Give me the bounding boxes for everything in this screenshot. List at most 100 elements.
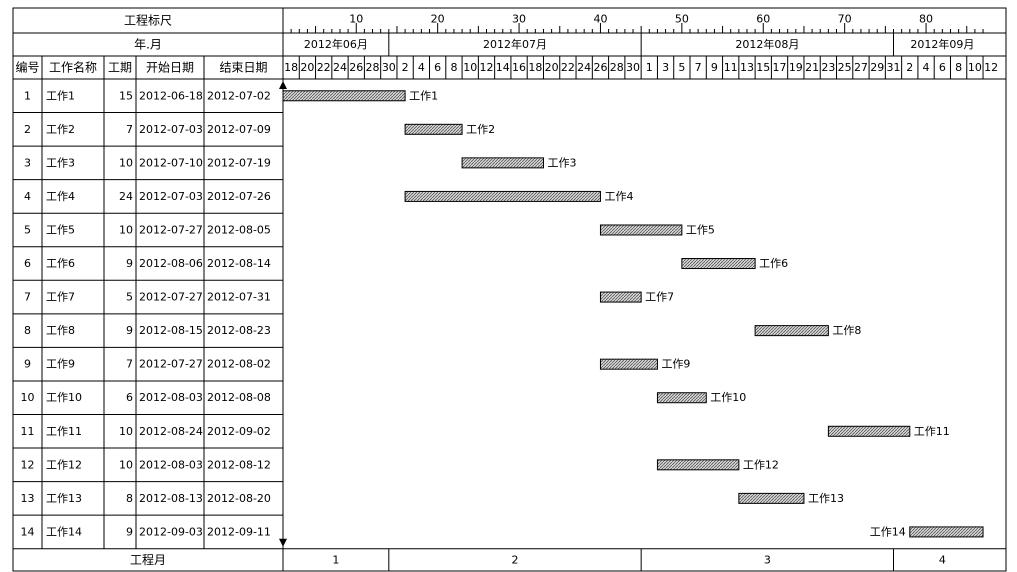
- task-name: 工作11: [46, 425, 82, 438]
- task-start-date: 2012-08-06: [139, 257, 203, 270]
- scale-label: 工程标尺: [124, 13, 172, 28]
- task-id: 12: [21, 458, 35, 471]
- day-label: 18: [528, 61, 542, 74]
- day-label: 28: [610, 61, 624, 74]
- task-id: 11: [21, 425, 35, 438]
- task-name: 工作5: [46, 223, 75, 236]
- day-label: 9: [711, 61, 718, 74]
- day-label: 30: [382, 61, 396, 74]
- task-duration: 6: [126, 391, 133, 404]
- scale-tick-label: 50: [675, 13, 689, 26]
- task-duration: 24: [119, 190, 133, 203]
- task-name: 工作4: [46, 190, 75, 203]
- task-name: 工作12: [46, 458, 82, 471]
- task-id: 6: [24, 257, 31, 270]
- task-id: 5: [24, 223, 31, 236]
- day-label: 12: [480, 61, 494, 74]
- task-start-date: 2012-08-24: [139, 425, 203, 438]
- task-bar-label: 工作10: [710, 391, 746, 404]
- task-name: 工作7: [46, 291, 75, 304]
- day-label: 7: [695, 61, 702, 74]
- chart-frame: [12, 7, 1007, 572]
- day-label: 24: [577, 61, 591, 74]
- day-label: 6: [939, 61, 946, 74]
- scale-tick-label: 40: [593, 13, 607, 26]
- day-label: 29: [870, 61, 884, 74]
- task-bar: [461, 157, 544, 169]
- task-name: 工作3: [46, 156, 75, 169]
- day-label: 20: [300, 61, 314, 74]
- day-label: 26: [593, 61, 607, 74]
- task-end-date: 2012-08-14: [207, 257, 271, 270]
- day-label: 5: [678, 61, 685, 74]
- task-id: 14: [21, 525, 35, 538]
- month-label: 2012年09月: [910, 37, 974, 51]
- task-duration: 7: [126, 123, 133, 136]
- scale-tick-label: 20: [431, 13, 445, 26]
- day-label: 22: [317, 61, 331, 74]
- task-bar: [827, 425, 911, 437]
- day-label: 28: [366, 61, 380, 74]
- task-start-date: 2012-07-03: [139, 190, 203, 203]
- task-duration: 10: [119, 223, 133, 236]
- task-name: 工作13: [46, 492, 82, 505]
- task-id: 9: [24, 358, 31, 371]
- day-label: 18: [284, 61, 298, 74]
- day-label: 24: [333, 61, 347, 74]
- task-end-date: 2012-07-31: [207, 291, 271, 304]
- task-name: 工作1: [46, 89, 75, 102]
- task-bar: [656, 459, 740, 471]
- task-name: 工作14: [46, 525, 82, 538]
- task-bar-label: 工作7: [645, 291, 674, 304]
- day-label: 11: [724, 61, 738, 74]
- scale-tick-label: 70: [838, 13, 852, 26]
- task-end-date: 2012-09-02: [207, 425, 271, 438]
- footer-month-label: 3: [764, 553, 771, 566]
- task-id: 1: [24, 89, 31, 102]
- task-duration: 9: [126, 257, 133, 270]
- task-duration: 5: [126, 291, 133, 304]
- day-label: 27: [854, 61, 868, 74]
- footer-month-label: 4: [939, 553, 946, 566]
- task-id: 4: [24, 190, 31, 203]
- task-bar-label: 工作8: [832, 324, 861, 337]
- task-bar: [909, 526, 984, 538]
- task-end-date: 2012-08-12: [207, 458, 271, 471]
- task-bar-label: 工作11: [914, 425, 950, 438]
- column-header: 工作名称: [49, 60, 97, 75]
- task-start-date: 2012-08-03: [139, 391, 203, 404]
- task-duration: 8: [126, 492, 133, 505]
- task-name: 工作10: [46, 391, 82, 404]
- day-label: 2: [906, 61, 913, 74]
- task-bar: [681, 258, 756, 270]
- task-bar: [404, 190, 601, 202]
- task-start-date: 2012-07-03: [139, 123, 203, 136]
- day-label: 3: [662, 61, 669, 74]
- day-label: 12: [984, 61, 998, 74]
- day-label: 17: [773, 61, 787, 74]
- task-bar-label: 工作9: [661, 358, 690, 371]
- task-id: 2: [24, 123, 31, 136]
- task-name: 工作2: [46, 123, 75, 136]
- day-label: 26: [349, 61, 363, 74]
- task-end-date: 2012-09-11: [207, 525, 271, 538]
- day-label: 14: [496, 61, 510, 74]
- task-id: 10: [21, 391, 35, 404]
- task-start-date: 2012-06-18: [139, 89, 203, 102]
- task-duration: 10: [119, 425, 133, 438]
- scale-tick-label: 30: [512, 13, 526, 26]
- day-label: 31: [887, 61, 901, 74]
- task-id: 3: [24, 156, 31, 169]
- task-id: 8: [24, 324, 31, 337]
- task-bar: [754, 325, 829, 337]
- day-label: 22: [561, 61, 575, 74]
- task-bar-label: 工作2: [466, 123, 495, 136]
- day-label: 13: [740, 61, 754, 74]
- task-start-date: 2012-07-10: [139, 156, 203, 169]
- day-label: 2: [402, 61, 409, 74]
- day-label: 19: [789, 61, 803, 74]
- task-end-date: 2012-08-20: [207, 492, 271, 505]
- column-header: 开始日期: [146, 61, 194, 75]
- task-end-date: 2012-07-26: [207, 190, 271, 203]
- task-duration: 7: [126, 358, 133, 371]
